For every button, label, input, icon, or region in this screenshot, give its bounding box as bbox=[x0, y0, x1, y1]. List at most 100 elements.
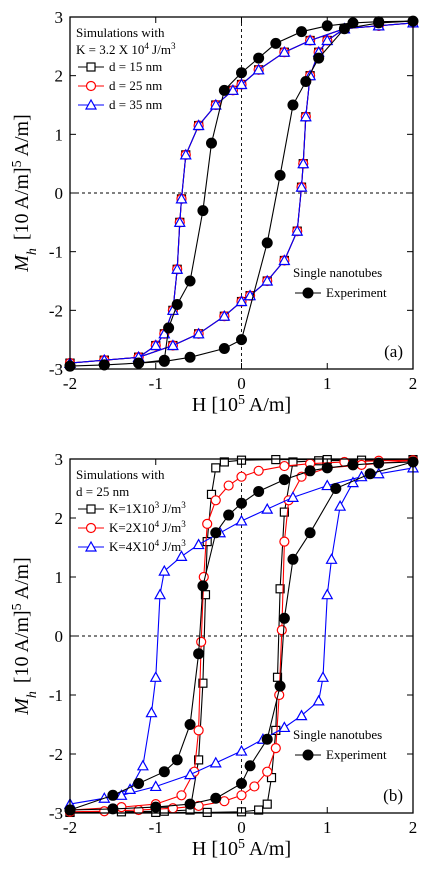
data-point bbox=[193, 725, 204, 736]
legend-label: K=1X103 J/m3 bbox=[109, 500, 186, 516]
y-tick-label: -3 bbox=[49, 804, 63, 823]
data-point bbox=[193, 648, 205, 660]
data-point bbox=[235, 514, 248, 526]
data-point bbox=[194, 755, 204, 765]
data-point bbox=[291, 224, 304, 236]
data-point bbox=[253, 52, 265, 64]
data-point bbox=[279, 460, 290, 472]
data-point bbox=[196, 636, 207, 648]
y-tick-label: -2 bbox=[49, 301, 63, 320]
y-tick-label: 1 bbox=[55, 568, 64, 587]
data-point bbox=[278, 254, 291, 266]
data-point bbox=[115, 789, 128, 800]
legend-label: K=2X104 J/m3 bbox=[109, 519, 186, 535]
data-point bbox=[223, 509, 235, 521]
legend-label: d = 25 nm bbox=[109, 78, 162, 93]
x-axis-label: H [105 A/m] bbox=[192, 837, 291, 861]
data-point bbox=[133, 357, 145, 369]
data-point bbox=[171, 754, 183, 766]
y-axis-label: Mh [10 A/m]5 A/m] bbox=[10, 557, 40, 716]
x-tick-label: 0 bbox=[237, 374, 246, 393]
data-point bbox=[149, 339, 162, 351]
data-point bbox=[210, 527, 222, 539]
data-point bbox=[184, 351, 196, 363]
data-point bbox=[253, 485, 265, 497]
y-tick-label: -2 bbox=[49, 745, 63, 764]
data-point bbox=[286, 491, 299, 502]
data-point bbox=[192, 119, 205, 131]
data-point bbox=[211, 463, 221, 473]
legend-label: Experiment bbox=[326, 285, 387, 300]
series-experiment bbox=[64, 456, 419, 816]
data-point bbox=[163, 322, 175, 334]
data-point bbox=[171, 298, 183, 310]
data-point bbox=[304, 527, 316, 539]
y-tick-label: -1 bbox=[49, 686, 63, 705]
data-point bbox=[235, 295, 248, 307]
x-tick-label: 0 bbox=[237, 818, 246, 837]
x-tick-label: -2 bbox=[63, 818, 77, 837]
data-point bbox=[295, 709, 308, 721]
data-point bbox=[209, 98, 222, 110]
data-point bbox=[299, 110, 312, 122]
data-point bbox=[276, 624, 287, 636]
data-point bbox=[133, 778, 145, 789]
legend-label: Experiment bbox=[326, 747, 387, 762]
legend-marker bbox=[85, 522, 97, 534]
data-point bbox=[279, 536, 290, 547]
x-tick-label: 1 bbox=[323, 818, 332, 837]
legend-marker bbox=[302, 749, 314, 761]
data-point bbox=[107, 803, 119, 815]
data-point bbox=[226, 84, 239, 95]
data-point bbox=[158, 564, 171, 576]
legend-title-line: d = 25 nm bbox=[76, 484, 129, 499]
data-point bbox=[330, 483, 342, 494]
data-point bbox=[261, 237, 273, 249]
y-tick-label: 0 bbox=[55, 184, 64, 203]
data-point bbox=[235, 744, 248, 756]
data-point bbox=[218, 342, 230, 354]
data-point bbox=[136, 759, 149, 771]
data-point bbox=[316, 671, 329, 682]
data-point bbox=[254, 805, 264, 815]
series-experiment bbox=[64, 15, 419, 372]
data-point bbox=[184, 798, 196, 810]
data-point bbox=[219, 457, 229, 467]
data-point bbox=[321, 34, 334, 46]
data-point bbox=[179, 148, 192, 160]
legend-label: d = 35 nm bbox=[109, 97, 162, 112]
data-point bbox=[334, 499, 347, 511]
data-point bbox=[321, 479, 334, 491]
data-point bbox=[325, 553, 338, 564]
data-point bbox=[338, 23, 350, 35]
data-point bbox=[236, 334, 247, 346]
data-point bbox=[158, 766, 170, 778]
data-point bbox=[198, 678, 208, 688]
data-point bbox=[278, 45, 291, 57]
legend-marker bbox=[84, 98, 98, 110]
data-point bbox=[274, 169, 286, 181]
data-point bbox=[279, 507, 289, 517]
data-point bbox=[262, 799, 272, 809]
data-point bbox=[304, 34, 317, 46]
data-point bbox=[278, 721, 291, 733]
data-point bbox=[218, 309, 231, 321]
data-point bbox=[236, 778, 247, 789]
legend-marker bbox=[85, 80, 97, 92]
x-tick-label: -2 bbox=[63, 374, 77, 393]
simulations-legend: Simulations with d = 25 nmK=1X103 J/m3 K=2… bbox=[76, 467, 186, 554]
data-point bbox=[176, 790, 187, 801]
data-point bbox=[347, 17, 359, 29]
experiment-legend-title: Single nanotubes bbox=[293, 265, 382, 280]
data-point bbox=[192, 538, 205, 550]
panel-label: (b) bbox=[383, 786, 403, 805]
legend-title-line: K = 3.2 X 104 J/m3 bbox=[76, 41, 176, 57]
legend-label: K=4X104 J/m3 bbox=[109, 538, 186, 554]
data-point bbox=[373, 457, 385, 469]
data-point bbox=[197, 205, 209, 217]
panel-label: (a) bbox=[384, 342, 403, 361]
data-point bbox=[372, 467, 385, 479]
data-point bbox=[278, 474, 290, 486]
